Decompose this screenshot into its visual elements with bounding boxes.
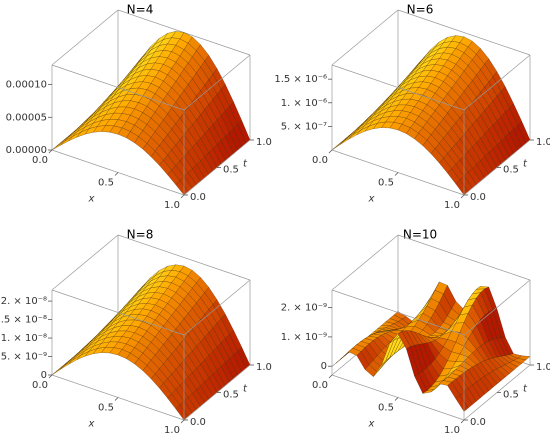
- x-tick-label: 0.5: [98, 178, 114, 189]
- y-tick-label: 0.5: [223, 390, 239, 401]
- y-tick-label: 0.0: [190, 417, 206, 428]
- panel-title: N=4: [127, 3, 154, 17]
- y-tick-label: 0.5: [503, 390, 519, 401]
- box-edge: [463, 54, 531, 111]
- y-tick-label: 1.0: [256, 137, 272, 148]
- y-tick-label: 1.0: [536, 137, 550, 148]
- box-edge: [397, 234, 531, 281]
- z-tick-label: 1. × 10⁻⁸: [1, 333, 47, 344]
- surface-patch: [455, 395, 469, 412]
- y-tick-label: 1.0: [256, 362, 272, 373]
- surface-patch: [331, 140, 345, 151]
- box-edge: [463, 279, 531, 336]
- panel-title: N=6: [407, 3, 434, 17]
- y-axis-label: t: [523, 384, 528, 395]
- box-edge: [183, 54, 251, 111]
- x-tick: [48, 149, 53, 154]
- box-edge: [51, 9, 119, 66]
- x-tick: [114, 172, 119, 176]
- z-tick-label: 1. × 10⁻⁹: [281, 332, 327, 343]
- z-tick-label: 5. × 10⁻⁹: [1, 352, 47, 363]
- z-tick-label: 0: [321, 361, 327, 372]
- x-tick-label: 0.5: [378, 178, 394, 189]
- z-tick-label: 0.00005: [6, 112, 47, 123]
- x-axis-label: x: [87, 418, 94, 429]
- x-tick-label: 0.0: [312, 155, 328, 166]
- x-tick-label: 0.0: [312, 380, 328, 391]
- box-edge: [51, 64, 185, 111]
- z-tick-label: 1. × 10⁻⁶: [281, 98, 327, 109]
- panel-title: N=10: [403, 228, 437, 242]
- x-tick-label: 1.0: [164, 200, 180, 211]
- box-edge: [183, 279, 251, 336]
- box-edge: [331, 289, 465, 336]
- panel-title: N=8: [127, 228, 154, 242]
- z-tick-label: 1.5 × 10⁻⁸: [0, 315, 47, 326]
- x-tick: [114, 397, 119, 401]
- x-tick-label: 0.5: [98, 403, 114, 414]
- surface-patch: [60, 359, 73, 370]
- y-tick-label: 0.5: [503, 165, 519, 176]
- x-tick-label: 1.0: [164, 425, 180, 436]
- x-axis-label: x: [367, 418, 374, 429]
- box-edge: [331, 234, 399, 291]
- y-tick-label: 0.5: [223, 165, 239, 176]
- box-edge: [397, 9, 531, 56]
- surface-patch: [340, 134, 353, 145]
- x-tick: [328, 374, 333, 379]
- x-tick: [460, 419, 465, 424]
- z-tick-label: 0.00010: [6, 80, 47, 91]
- z-tick-label: 2. × 10⁻⁹: [281, 303, 327, 314]
- x-tick: [394, 397, 399, 401]
- x-tick-label: 1.0: [444, 425, 460, 436]
- surface-patch: [51, 141, 65, 151]
- y-axis-label: t: [523, 159, 528, 170]
- x-tick: [180, 194, 185, 199]
- box-edge: [331, 64, 465, 111]
- z-tick-label: 0.00000: [6, 145, 47, 156]
- box-edge: [117, 234, 251, 281]
- y-tick-label: 1.0: [536, 362, 550, 373]
- x-tick-label: 0.0: [32, 380, 48, 391]
- y-axis-label: t: [243, 159, 248, 170]
- box-edge: [331, 9, 399, 66]
- x-tick: [48, 374, 53, 379]
- x-tick-label: 0.0: [32, 155, 48, 166]
- x-tick-label: 0.5: [378, 403, 394, 414]
- x-tick: [460, 194, 465, 199]
- box-edge: [51, 234, 119, 291]
- x-tick: [328, 149, 333, 154]
- x-axis-label: x: [87, 193, 94, 204]
- x-axis-label: x: [367, 193, 374, 204]
- y-tick-label: 0.0: [190, 192, 206, 203]
- x-tick: [180, 419, 185, 424]
- x-tick: [394, 172, 399, 176]
- surface-patch: [51, 365, 65, 376]
- z-tick-label: 2. × 10⁻⁸: [1, 296, 47, 307]
- z-tick-label: 0: [41, 370, 47, 381]
- y-axis-label: t: [243, 384, 248, 395]
- y-tick-label: 0.0: [470, 192, 486, 203]
- box-edge: [51, 289, 185, 336]
- z-tick-label: 1.5 × 10⁻⁶: [274, 74, 327, 85]
- z-tick-label: 5. × 10⁻⁷: [281, 121, 327, 132]
- x-tick-label: 1.0: [444, 200, 460, 211]
- y-tick-label: 0.0: [470, 417, 486, 428]
